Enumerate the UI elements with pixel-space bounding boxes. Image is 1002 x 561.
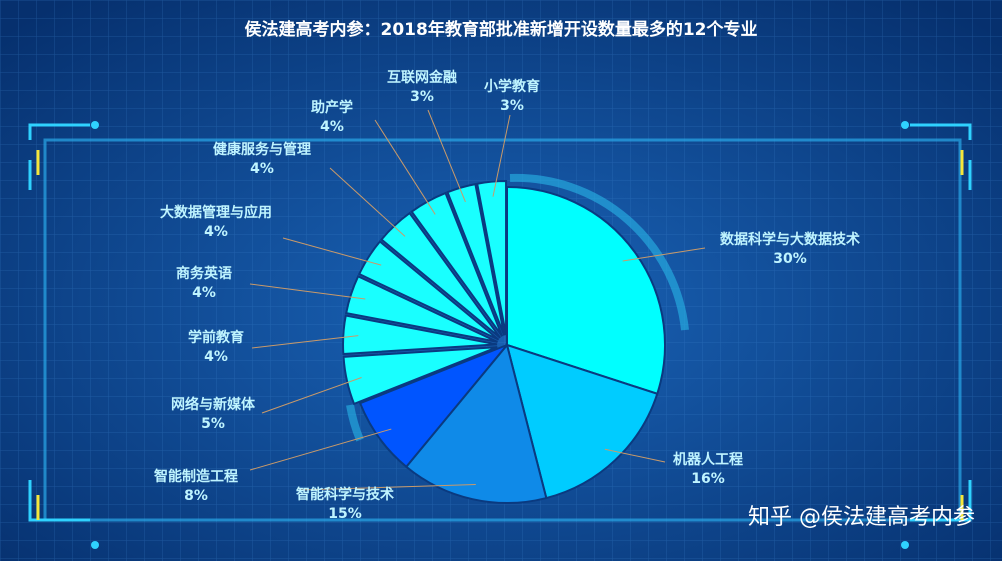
- value-label: 4%: [204, 224, 228, 240]
- slice-label: 网络与新媒体: [171, 396, 256, 413]
- leader-line: [282, 237, 382, 266]
- leader-line: [427, 109, 466, 203]
- slice-label: 学前教育: [188, 329, 244, 346]
- leader-line: [329, 167, 406, 237]
- pie-slice: [410, 191, 504, 337]
- value-label: 4%: [204, 349, 228, 365]
- value-label: 8%: [184, 488, 208, 504]
- slice-label: 互联网金融: [387, 69, 457, 86]
- value-label: 15%: [328, 506, 362, 522]
- value-label: 4%: [320, 119, 344, 135]
- slice-label: 机器人工程: [673, 451, 743, 468]
- slice-label: 智能制造工程: [153, 468, 238, 485]
- leader-line: [249, 428, 392, 471]
- value-label: 3%: [500, 98, 524, 114]
- leader-line: [622, 247, 706, 262]
- pie-slice: [358, 344, 508, 469]
- leader-line: [299, 484, 476, 491]
- pie-slice: [505, 343, 659, 500]
- pie-slice: [345, 275, 498, 343]
- slice-label: 助产学: [311, 99, 353, 116]
- pie-slice: [342, 314, 498, 356]
- watermark: 知乎 @侯法建高考内参: [748, 505, 975, 530]
- leader-line: [604, 448, 666, 463]
- slice-label: 小学教育: [484, 78, 540, 95]
- slice-label: 智能科学与技术: [295, 486, 394, 503]
- pie-slice: [506, 185, 666, 396]
- slice-label: 健康服务与管理: [213, 141, 311, 158]
- chart-title: 侯法建高考内参：2018年教育部批准新增开设数量最多的12个专业: [245, 19, 758, 40]
- pie-slice: [342, 346, 498, 406]
- slice-label: 商务英语: [176, 265, 232, 282]
- value-label: 16%: [691, 471, 725, 487]
- value-label: 5%: [201, 416, 225, 432]
- pie-slice: [476, 180, 508, 336]
- pie-slice: [380, 211, 501, 339]
- leader-line: [261, 377, 362, 414]
- value-label: 4%: [250, 161, 274, 177]
- value-label: 30%: [773, 251, 807, 267]
- leader-line: [492, 114, 511, 197]
- pie-slice: [357, 240, 500, 341]
- value-label: 4%: [192, 285, 216, 301]
- leader-line: [374, 119, 436, 215]
- pie-slice: [446, 182, 506, 336]
- frame: [28, 121, 972, 549]
- leader-line: [251, 335, 359, 349]
- value-label: 3%: [410, 89, 434, 105]
- slice-label: 大数据管理与应用: [160, 204, 272, 221]
- leader-line: [249, 283, 366, 300]
- slice-label: 数据科学与大数据技术: [720, 231, 860, 248]
- pie-slice: [404, 342, 548, 504]
